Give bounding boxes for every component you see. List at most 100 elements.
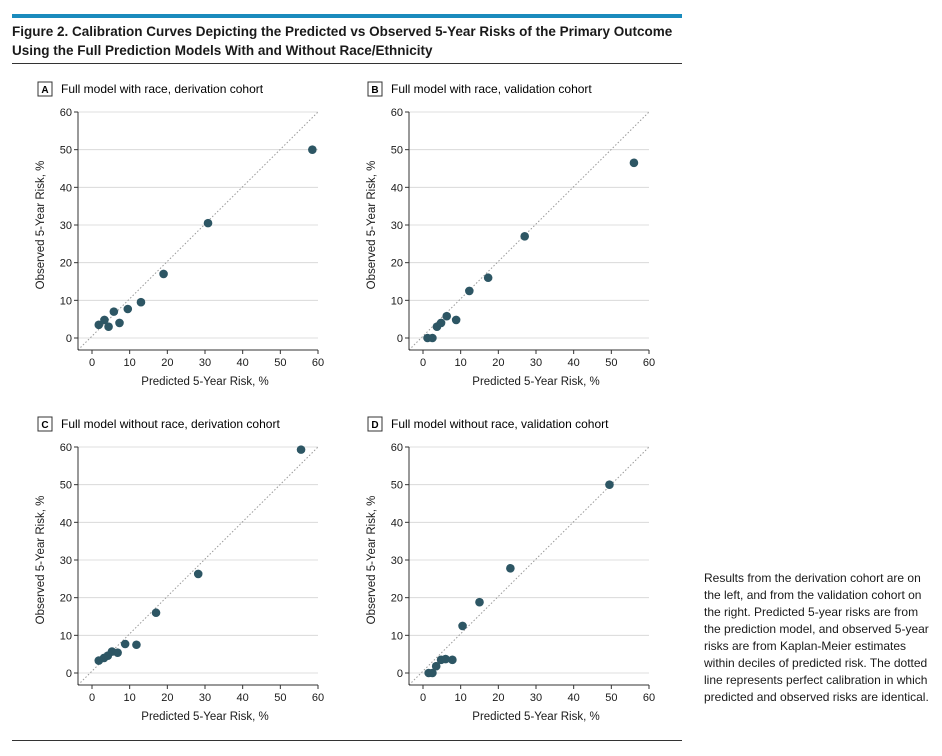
x-tick-label: 50 xyxy=(274,692,286,704)
reference-line xyxy=(77,446,319,686)
x-tick-label: 60 xyxy=(312,357,324,369)
data-point xyxy=(159,269,168,279)
y-tick-label: 0 xyxy=(66,333,72,345)
y-tick-label: 40 xyxy=(60,182,72,194)
x-tick-label: 50 xyxy=(605,357,617,369)
data-point xyxy=(113,648,122,657)
panel-title: Full model without race, derivation coho… xyxy=(61,417,280,431)
panel-title: Full model with race, derivation cohort xyxy=(61,82,264,96)
data-point xyxy=(428,668,437,678)
x-tick-label: 10 xyxy=(455,357,467,369)
data-point xyxy=(475,597,484,607)
panel-letter: D xyxy=(371,420,378,431)
x-tick-label: 30 xyxy=(199,692,211,704)
x-tick-label: 20 xyxy=(492,357,504,369)
x-tick-label: 10 xyxy=(124,692,136,704)
data-point xyxy=(308,145,317,154)
data-point xyxy=(605,480,614,489)
panel-letter-box xyxy=(37,81,53,97)
chart-panel-c: C Full model without race, derivation coh… xyxy=(35,416,324,723)
x-tick-label: 0 xyxy=(89,692,95,704)
y-tick-label: 40 xyxy=(391,182,403,194)
data-point xyxy=(520,232,529,241)
data-point xyxy=(151,608,161,618)
data-point xyxy=(120,639,130,649)
y-tick-label: 30 xyxy=(60,555,72,567)
figure-title: Figure 2. Calibration Curves Depicting t… xyxy=(12,24,673,58)
y-tick-label: 50 xyxy=(60,145,72,157)
y-tick-label: 10 xyxy=(60,630,72,642)
data-point xyxy=(465,286,474,296)
chart-panel-b: B Full model with race, validation cohort… xyxy=(366,81,655,388)
data-point xyxy=(442,311,452,321)
y-tick-label: 30 xyxy=(391,555,403,567)
x-tick-label: 0 xyxy=(420,692,426,704)
y-tick-label: 60 xyxy=(391,442,403,454)
x-tick-label: 30 xyxy=(530,692,542,704)
data-point xyxy=(441,654,450,664)
y-tick-label: 0 xyxy=(66,668,72,680)
x-tick-label: 50 xyxy=(274,357,286,369)
data-point xyxy=(296,445,306,454)
x-tick-label: 40 xyxy=(568,357,580,369)
y-axis-label: Observed 5-Year Risk, % xyxy=(366,161,378,290)
y-tick-label: 20 xyxy=(391,593,403,605)
data-point xyxy=(428,333,437,343)
panel-letter: C xyxy=(41,420,48,431)
bottom-divider xyxy=(12,740,682,741)
y-tick-label: 50 xyxy=(60,480,72,492)
reference-line xyxy=(77,111,319,351)
y-tick-label: 60 xyxy=(60,442,72,454)
x-axis-label: Predicted 5-Year Risk, % xyxy=(141,376,268,388)
data-point xyxy=(193,569,203,579)
y-axis-label: Observed 5-Year Risk, % xyxy=(35,161,47,290)
y-tick-label: 20 xyxy=(391,258,403,270)
x-tick-label: 20 xyxy=(161,357,173,369)
y-tick-label: 10 xyxy=(60,295,72,307)
data-point xyxy=(136,297,146,307)
y-tick-label: 30 xyxy=(391,220,403,232)
y-tick-label: 40 xyxy=(391,517,403,529)
reference-line xyxy=(408,111,650,351)
y-tick-label: 60 xyxy=(60,107,72,119)
data-point xyxy=(100,315,109,325)
x-tick-label: 60 xyxy=(312,692,324,704)
chart-panel-d: D Full model without race, validation coh… xyxy=(366,416,655,723)
x-axis-label: Predicted 5-Year Risk, % xyxy=(141,711,268,723)
data-point xyxy=(458,621,467,631)
y-tick-label: 0 xyxy=(397,333,403,345)
x-tick-label: 30 xyxy=(199,357,211,369)
y-tick-label: 20 xyxy=(60,258,72,270)
data-point xyxy=(132,640,141,650)
figure-footnote: Results from the derivation cohort are o… xyxy=(704,571,929,704)
x-tick-label: 20 xyxy=(492,692,504,704)
x-tick-label: 0 xyxy=(420,357,426,369)
x-tick-label: 10 xyxy=(455,692,467,704)
x-axis-label: Predicted 5-Year Risk, % xyxy=(472,711,599,723)
reference-line xyxy=(408,446,650,686)
y-tick-label: 10 xyxy=(391,630,403,642)
data-point xyxy=(629,158,639,168)
y-tick-label: 0 xyxy=(397,668,403,680)
title-accent-rule xyxy=(12,14,682,18)
panel-title: Full model without race, validation coho… xyxy=(391,417,609,431)
y-tick-label: 20 xyxy=(60,593,72,605)
data-point xyxy=(203,218,213,228)
data-point xyxy=(436,318,446,328)
panel-letter: B xyxy=(371,85,378,96)
data-point xyxy=(94,320,104,330)
data-point xyxy=(506,563,515,573)
x-tick-label: 60 xyxy=(643,357,655,369)
panel-letter-box xyxy=(367,416,383,432)
data-point xyxy=(109,307,119,316)
y-tick-label: 30 xyxy=(60,220,72,232)
panel-letter: A xyxy=(41,85,48,96)
data-point xyxy=(115,318,124,328)
y-tick-label: 60 xyxy=(391,107,403,119)
x-tick-label: 0 xyxy=(89,357,95,369)
panel-letter-box xyxy=(367,81,383,97)
panel-title: Full model with race, validation cohort xyxy=(391,82,592,96)
x-axis-label: Predicted 5-Year Risk, % xyxy=(472,376,599,388)
data-point xyxy=(451,315,461,325)
